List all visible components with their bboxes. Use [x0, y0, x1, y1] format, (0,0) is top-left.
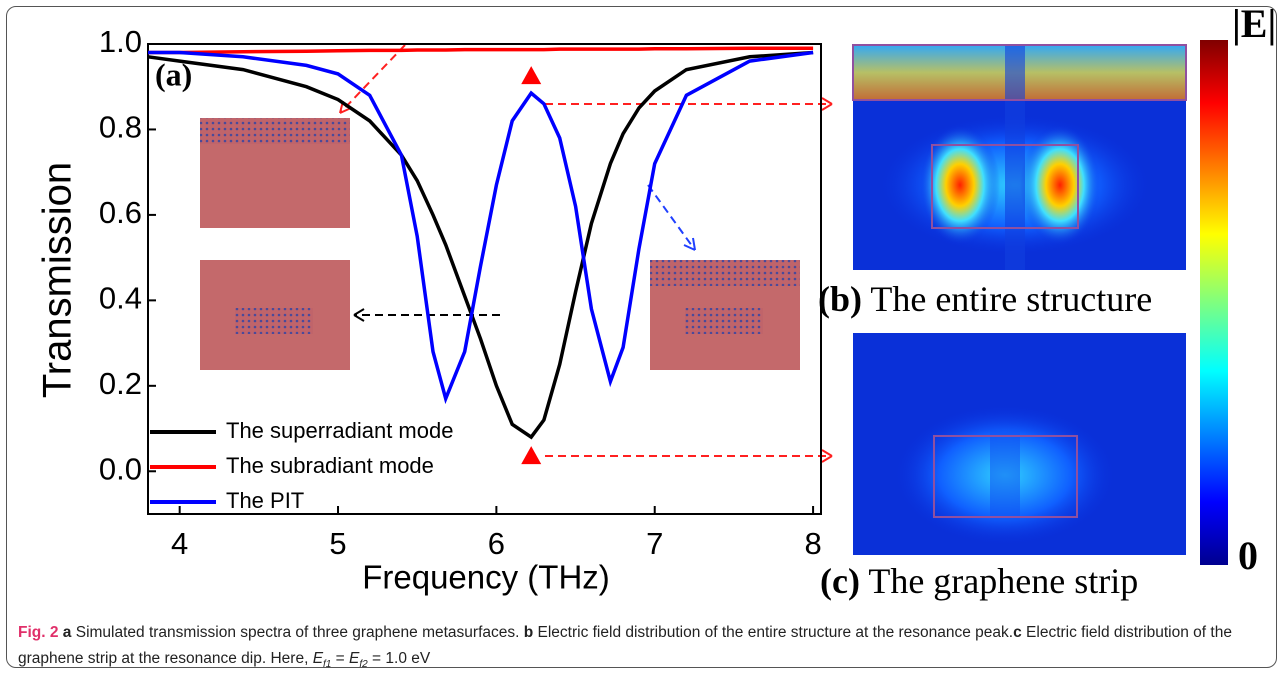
caption-label: Fig. 2	[18, 624, 59, 641]
legend-label: The subradiant mode	[226, 453, 434, 478]
field-map-c	[853, 333, 1186, 555]
caption-run: Simulated transmission spectra of three …	[71, 624, 524, 641]
colorbar-top-label: |E|	[1232, 1, 1276, 46]
field-map-b	[852, 44, 1187, 270]
plot-frame	[147, 43, 822, 515]
figure: (a) Frequency (THz) Transmission (b) The…	[36, 1, 1277, 601]
y-tick-label: 0.4	[99, 281, 142, 316]
x-tick-label: 7	[646, 526, 663, 561]
panel-b-label: (b)	[818, 279, 862, 319]
caption: Fig. 2 a Simulated transmission spectra …	[18, 620, 1268, 678]
legend-label: The superradiant mode	[226, 418, 453, 443]
panel-c-text: The graphene strip	[868, 561, 1138, 601]
panel-b-text: The entire structure	[870, 279, 1152, 319]
plot: 4 5 6 7 8 0.0 0.2 0.4 0.6 0.8 1.0 The superradiant …	[99, 24, 822, 561]
caption-run: b	[523, 624, 534, 641]
caption-run: = 1.0 eV	[367, 650, 431, 667]
caption-run: Electric field distribution of the entir…	[533, 624, 1014, 641]
line-series	[148, 50, 814, 405]
x-tick-label: 6	[488, 526, 505, 561]
arrows	[339, 44, 833, 463]
y-tick-label: 0.8	[99, 110, 142, 145]
resonance-marker	[521, 66, 542, 85]
caption-run: a	[62, 624, 72, 641]
insets	[200, 118, 800, 370]
x-tick-label: 8	[804, 526, 821, 561]
panel-c-caption: (c) The graphene strip	[820, 561, 1138, 601]
colorbar	[1200, 40, 1228, 565]
caption-run: E	[312, 650, 324, 667]
caption-run: f1	[323, 659, 332, 671]
line-series	[148, 46, 814, 55]
y-tick-label: 1.0	[99, 24, 142, 59]
caption-run: c	[1013, 624, 1022, 641]
figure-frame	[6, 6, 1277, 668]
y-axis-label: Transmission	[36, 162, 80, 398]
caption-run: Electric field distribution of the graph…	[18, 624, 1232, 667]
panel-c-label: (c)	[820, 561, 860, 601]
y-tick-label: 0.0	[99, 451, 142, 486]
legend-label: The PIT	[226, 488, 304, 513]
caption-run: E	[349, 650, 360, 667]
y-tick-label: 0.6	[99, 195, 142, 230]
x-tick-label: 5	[329, 526, 346, 561]
caption-run: f2	[359, 659, 368, 671]
x-axis-label: Frequency (THz)	[362, 559, 610, 596]
resonance-marker	[521, 446, 542, 465]
y-tick-label: 0.2	[99, 366, 142, 401]
caption-run: =	[331, 650, 350, 667]
colorbar-bottom-label: 0	[1238, 533, 1258, 578]
line-series	[147, 50, 814, 440]
panel-b-caption: (b) The entire structure	[818, 279, 1152, 319]
x-tick-label: 4	[171, 526, 188, 561]
